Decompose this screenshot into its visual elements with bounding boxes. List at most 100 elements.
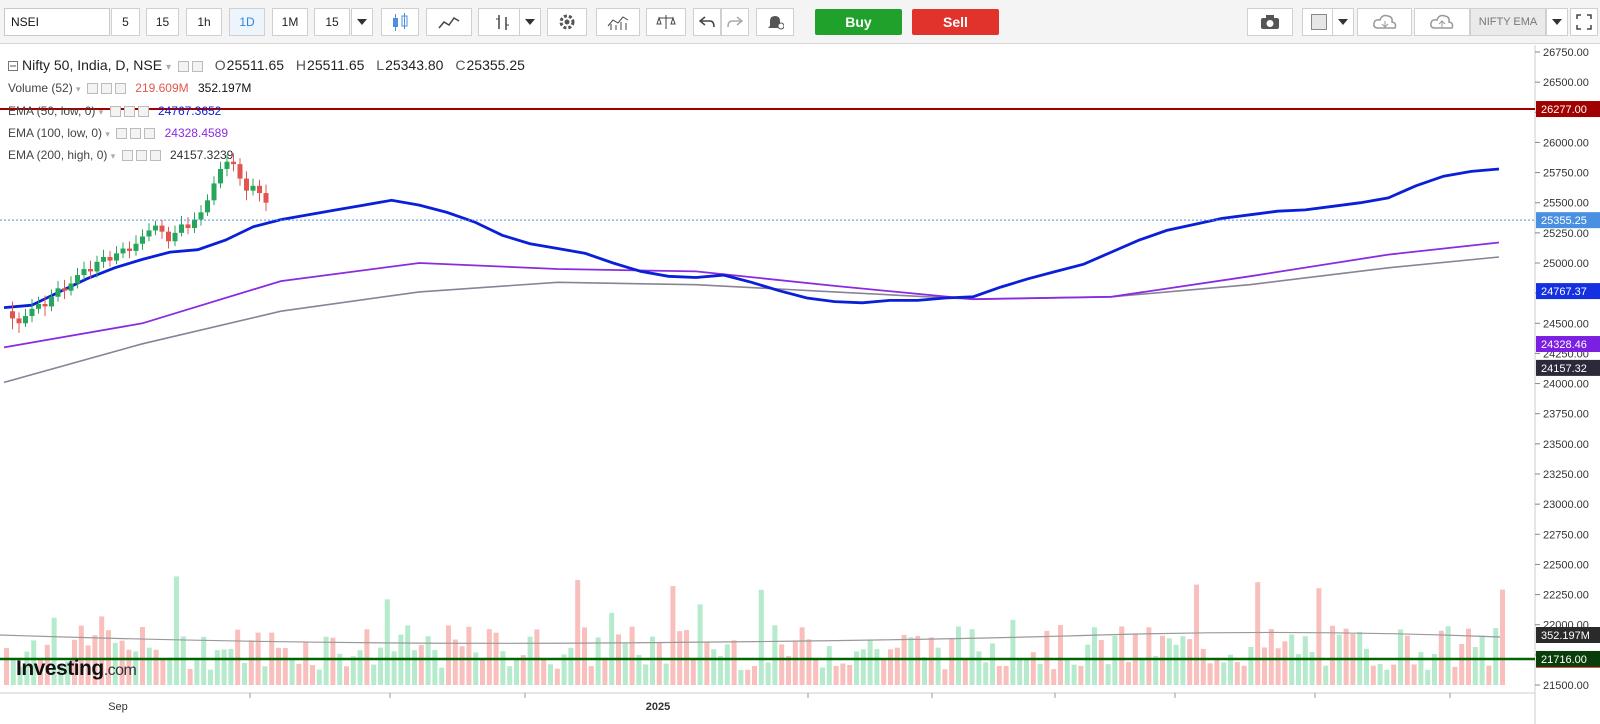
volume-bar xyxy=(418,645,424,685)
interval-1m-label: 1M xyxy=(281,15,299,29)
candle-body xyxy=(16,318,22,324)
cloud-save-button[interactable] xyxy=(1414,8,1470,36)
volume-bar xyxy=(425,636,431,685)
volume-bar xyxy=(344,666,349,685)
volume-bar xyxy=(602,657,608,685)
chevron-icon[interactable]: ▾ xyxy=(110,151,116,161)
interval-5[interactable]: 5 xyxy=(111,8,140,36)
snapshot-button[interactable] xyxy=(1247,8,1293,36)
volume-legend-label[interactable]: Volume (52) xyxy=(8,81,73,95)
volume-bar xyxy=(58,664,64,685)
volume-bar xyxy=(1384,669,1390,685)
visibility-icon[interactable] xyxy=(86,83,98,95)
indicators-button[interactable] xyxy=(596,8,640,36)
undo-button[interactable] xyxy=(693,8,721,36)
chart-area[interactable]: 26750.0026500.0026250.0026000.0025750.00… xyxy=(0,45,1600,724)
legend-chevron-icon[interactable]: ▾ xyxy=(165,62,171,73)
settings-mini-icon[interactable] xyxy=(123,106,135,118)
volume-bar xyxy=(146,647,152,685)
chart-type-dropdown[interactable] xyxy=(519,8,541,36)
interval-1m[interactable]: 1M xyxy=(272,8,308,36)
interval-15[interactable]: 15 xyxy=(146,8,179,36)
volume-bar xyxy=(799,627,805,685)
volume-bar xyxy=(4,647,9,685)
last-price-tag: 25355.25 xyxy=(1541,215,1587,227)
price-tick-label: 22250.00 xyxy=(1543,590,1589,602)
interval-1h[interactable]: 1h xyxy=(186,8,222,36)
ema50-legend-label[interactable]: EMA (50, low, 0) xyxy=(8,104,96,118)
area-chart-icon xyxy=(438,17,460,29)
interval-custom[interactable]: 15 xyxy=(314,8,350,36)
ema200-legend-label[interactable]: EMA (200, high, 0) xyxy=(8,148,108,162)
settings-mini-icon[interactable] xyxy=(135,150,147,162)
volume-bar xyxy=(364,629,370,685)
color-dropdown[interactable] xyxy=(1332,8,1354,36)
time-tick-label: Sep xyxy=(108,701,128,713)
price-chart[interactable]: 26750.0026500.0026250.0026000.0025750.00… xyxy=(0,45,1600,724)
interval-1d[interactable]: 1D xyxy=(229,8,265,36)
buy-button[interactable]: Buy xyxy=(815,9,902,35)
interval-dropdown[interactable] xyxy=(351,8,373,36)
price-tick-label: 24000.00 xyxy=(1543,379,1589,391)
color-picker-button[interactable] xyxy=(1302,8,1336,36)
collapse-icon[interactable] xyxy=(8,61,18,72)
interval-1d-label: 1D xyxy=(239,15,255,29)
sell-button[interactable]: Sell xyxy=(912,9,999,35)
alert-button[interactable] xyxy=(756,8,794,36)
settings-mini-icon[interactable] xyxy=(100,83,112,95)
price-tick-label: 23000.00 xyxy=(1543,499,1589,511)
fullscreen-button[interactable] xyxy=(1570,8,1598,36)
volume-bar xyxy=(391,651,397,685)
compare-button[interactable] xyxy=(646,8,686,36)
volume-bar xyxy=(187,668,193,685)
volume-bar xyxy=(1105,664,1111,685)
ema100-legend-label[interactable]: EMA (100, low, 0) xyxy=(8,126,103,140)
volume-bar xyxy=(1078,665,1084,685)
volume-bar xyxy=(439,667,445,685)
resistance-price-tag-bg xyxy=(1536,101,1600,118)
chevron-icon[interactable]: ▾ xyxy=(98,107,104,117)
chevron-icon[interactable]: ▾ xyxy=(105,129,110,139)
visibility-icon[interactable] xyxy=(177,60,189,72)
chevron-icon[interactable]: ▾ xyxy=(76,84,81,94)
ema100-legend: EMA (100, low, 0) ▾ 24328.4589 xyxy=(8,126,228,140)
volume-bar xyxy=(650,636,655,685)
volume-bar xyxy=(922,657,927,685)
volume-bar xyxy=(1486,665,1492,685)
study-template-select[interactable]: NIFTY EMA xyxy=(1470,8,1546,36)
volume-bar xyxy=(405,625,411,685)
volume-bar xyxy=(289,659,295,685)
volume-bar xyxy=(1316,588,1322,685)
volume-bar xyxy=(684,630,689,685)
volume-bar xyxy=(432,650,438,685)
volume-bar xyxy=(38,659,43,685)
visibility-icon[interactable] xyxy=(109,106,121,118)
last-price-tag-bg xyxy=(1536,212,1600,229)
settings-mini-icon[interactable] xyxy=(130,128,142,140)
visibility-icon[interactable] xyxy=(116,128,128,140)
close-icon[interactable] xyxy=(149,150,161,162)
settings-button[interactable] xyxy=(547,8,587,36)
study-template-dropdown[interactable] xyxy=(1546,8,1568,36)
volume-bar xyxy=(1098,640,1104,685)
volume-bar xyxy=(303,641,309,685)
volume-bar xyxy=(1425,669,1431,685)
settings-mini-icon[interactable] xyxy=(191,60,203,72)
price-tick-label: 23500.00 xyxy=(1543,439,1589,451)
close-icon[interactable] xyxy=(144,128,156,140)
cloud-load-button[interactable] xyxy=(1357,8,1412,36)
volume-bar xyxy=(1187,639,1193,685)
logo-suffix-text: .com xyxy=(103,662,137,679)
symbol-input[interactable]: NSEI xyxy=(4,8,110,36)
high-label: H xyxy=(295,57,307,73)
ema200-line xyxy=(3,256,1500,384)
close-icon[interactable] xyxy=(137,106,149,118)
instrument-title[interactable]: Nifty 50, India, D, NSE xyxy=(22,57,163,73)
area-chart-button[interactable] xyxy=(426,8,472,36)
candles-chart-button[interactable] xyxy=(381,8,419,36)
redo-button[interactable] xyxy=(721,8,749,36)
volume-bar xyxy=(500,651,506,685)
volume-bar xyxy=(1024,659,1029,685)
visibility-icon[interactable] xyxy=(121,150,133,162)
close-icon[interactable] xyxy=(114,83,126,95)
